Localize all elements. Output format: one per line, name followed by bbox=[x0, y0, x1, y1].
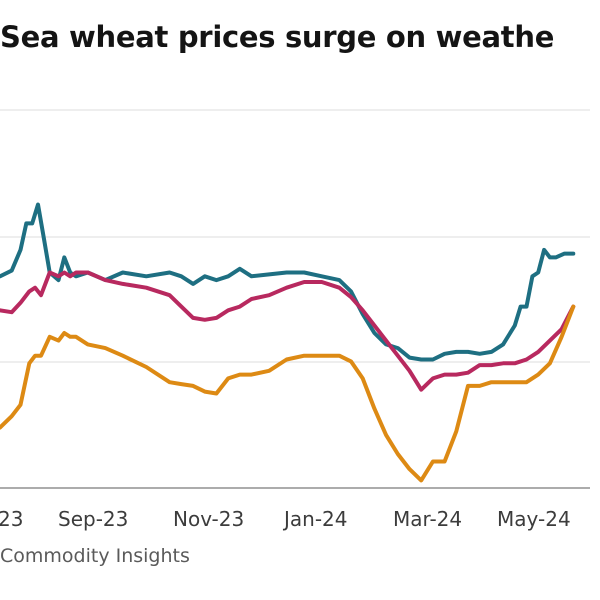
series-line-2 bbox=[0, 270, 576, 392]
gridlines bbox=[0, 109, 590, 489]
x-tick-label: Jan-24 bbox=[282, 507, 348, 531]
x-tick-label: Mar-24 bbox=[393, 507, 462, 531]
source-note: Commodity Insights bbox=[0, 545, 190, 567]
x-tick-label: Nov-23 bbox=[173, 507, 244, 531]
series-lines bbox=[0, 202, 576, 483]
chart-title: Sea wheat prices surge on weathe bbox=[0, 20, 555, 54]
x-tick-label: Sep-23 bbox=[58, 507, 128, 531]
series-line-3 bbox=[0, 304, 576, 483]
series-line-1 bbox=[0, 202, 576, 362]
x-axis-ticks: 23 Sep-23 Nov-23 Jan-24 Mar-24 May-24 bbox=[0, 507, 571, 531]
x-tick-label: May-24 bbox=[497, 507, 571, 531]
x-tick-label: 23 bbox=[0, 507, 23, 531]
